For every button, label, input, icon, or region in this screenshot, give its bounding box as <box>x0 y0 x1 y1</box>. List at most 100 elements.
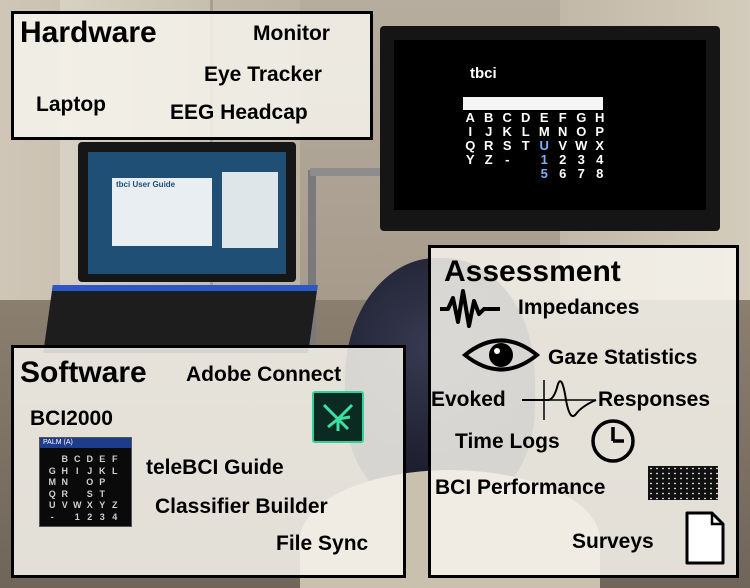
bci2000-cell: C <box>74 454 81 464</box>
assessment-item-impedances: Impedances <box>518 296 640 319</box>
bci2000-cell: Y <box>99 500 106 510</box>
bci2000-cell: - <box>50 511 54 522</box>
assessment-title: Assessment <box>444 255 621 288</box>
speller-cell: M <box>538 124 550 139</box>
speller-cell <box>517 153 536 167</box>
laptop-side-window <box>222 172 278 248</box>
speller-cell <box>480 167 499 181</box>
evoked-response-icon <box>522 380 597 420</box>
bci2000-cell: E <box>99 454 106 464</box>
speller-cell: J <box>485 124 493 139</box>
software-panel <box>11 345 406 578</box>
speller-cell: H <box>595 110 605 125</box>
bci2000-cell: R <box>61 488 69 499</box>
speller-cell: E <box>539 110 549 125</box>
bci2000-cell: K <box>99 465 106 476</box>
bci2000-cell: H <box>61 465 69 476</box>
speller-cell: 6 <box>559 166 567 181</box>
speller-cell: L <box>521 124 530 139</box>
speller-cell: 1 <box>540 152 548 167</box>
assessment-item-bci-performance: BCI Performance <box>435 476 606 499</box>
speller-cell: C <box>502 110 512 125</box>
bci2000-cell: B <box>61 454 69 464</box>
bci2000-cell: V <box>61 500 68 510</box>
bci2000-cell: 4 <box>112 511 118 522</box>
assessment-item-responses: Responses <box>598 388 711 411</box>
software-title: Software <box>20 356 147 389</box>
bci2000-cell: O <box>86 477 94 487</box>
speller-cell: F <box>558 110 567 125</box>
bci2000-cell: D <box>86 454 94 464</box>
bci2000-cell: N <box>61 477 69 487</box>
speller-cell: 4 <box>596 152 604 167</box>
bci2000-thumbnail-title: PALM (A) <box>40 438 131 448</box>
eye-icon <box>462 338 540 372</box>
speller-cell: O <box>576 124 587 139</box>
assessment-item-time-logs: Time Logs <box>455 430 560 453</box>
speller-cell: 8 <box>596 166 604 181</box>
speller-cell: 2 <box>559 152 567 167</box>
speller-cell: G <box>576 110 587 125</box>
speller-cell: Q <box>465 138 476 153</box>
document-icon <box>685 511 725 565</box>
speller-cell: X <box>595 138 605 153</box>
speller-cell: R <box>484 138 494 153</box>
software-item-bci2000: BCI2000 <box>30 407 113 430</box>
bci2000-cell: Z <box>112 500 118 510</box>
laptop-window-title: tbci User Guide <box>116 180 176 189</box>
laptop-keyboard <box>43 285 318 353</box>
monitor-screen <box>394 40 706 210</box>
speller-cell: 3 <box>577 152 585 167</box>
hardware-title: Hardware <box>20 16 157 49</box>
bci2000-cell: X <box>86 500 93 510</box>
bci2000-cell: Q <box>48 488 56 499</box>
speller-cell: - <box>505 152 510 167</box>
software-item-telebci-guide: teleBCI Guide <box>146 456 284 479</box>
bci2000-cell: G <box>48 465 56 476</box>
speller-cell: P <box>595 124 605 139</box>
speller-cell: K <box>502 124 512 139</box>
laptop-user-guide-window: tbci User Guide <box>112 178 212 246</box>
speller-cell: B <box>484 110 494 125</box>
speller-cell <box>498 167 517 181</box>
waveform-icon <box>440 289 500 328</box>
assessment-item-gaze-statistics: Gaze Statistics <box>548 346 698 369</box>
speller-cell: T <box>521 138 530 153</box>
bci2000-cell: 1 <box>74 511 80 522</box>
bci2000-cell: S <box>86 488 93 499</box>
clock-icon <box>591 419 635 463</box>
speller-cell: Y <box>465 152 475 167</box>
speller-cell: U <box>539 138 549 153</box>
bci2000-cell: F <box>112 454 118 464</box>
assessment-item-evoked: Evoked <box>431 388 506 411</box>
bci2000-cell: 3 <box>99 511 105 522</box>
software-item-adobe-connect: Adobe Connect <box>186 363 342 386</box>
hardware-item-eye-tracker: Eye Tracker <box>204 63 322 86</box>
bci2000-cell: M <box>48 477 57 487</box>
monitor-stand-arm <box>310 168 400 176</box>
adobe-connect-icon <box>312 391 364 443</box>
speller-cell: V <box>558 138 568 153</box>
software-item-file-sync: File Sync <box>276 532 369 555</box>
bci2000-cell: P <box>99 477 106 487</box>
bci2000-cell <box>71 477 84 489</box>
bci2000-cell <box>109 489 122 501</box>
hardware-item-eeg-headcap: EEG Headcap <box>170 101 308 124</box>
speller-cell: 5 <box>540 166 548 181</box>
bci2000-cell <box>71 489 84 501</box>
speller-cell: Z <box>484 152 493 167</box>
monitor-stand-pole <box>308 170 316 360</box>
